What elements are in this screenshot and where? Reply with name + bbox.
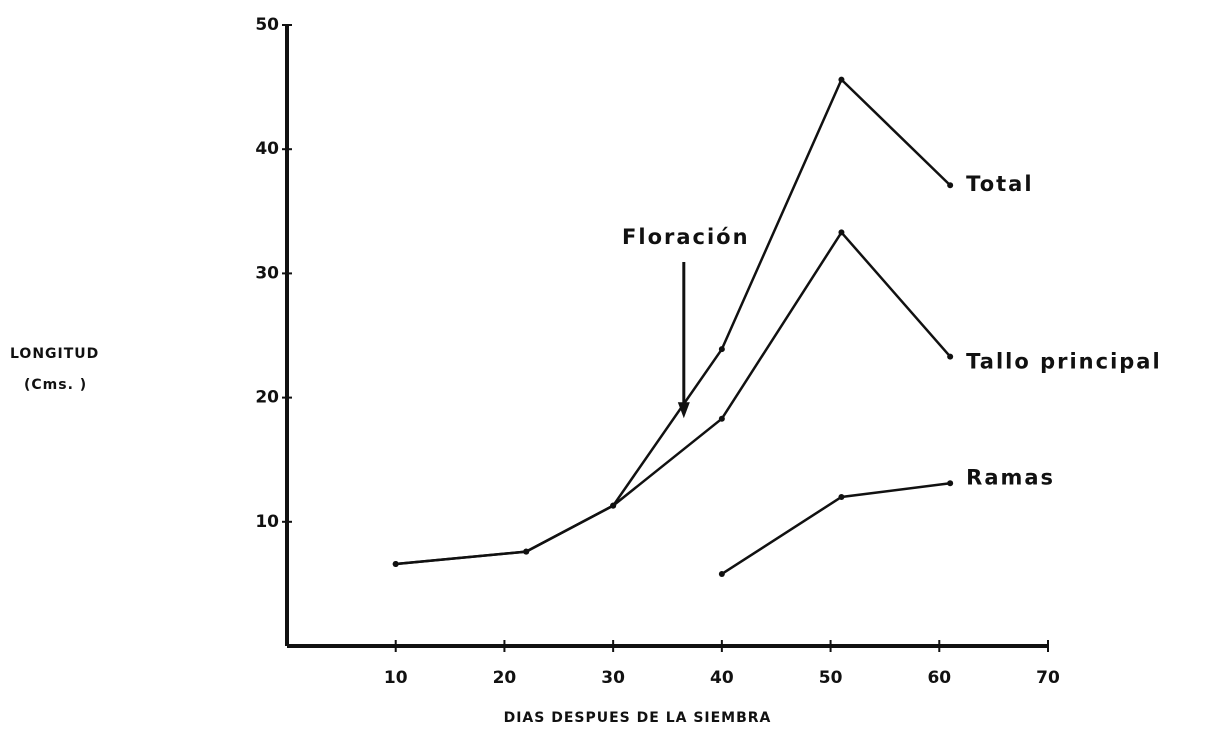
series-label: Ramas bbox=[966, 465, 1055, 489]
series-line bbox=[395, 230, 952, 566]
y-tick-label: 50 bbox=[255, 15, 279, 35]
y-tick-label: 30 bbox=[255, 263, 279, 283]
y-tick-label: 40 bbox=[255, 139, 279, 159]
series-label: Total bbox=[966, 172, 1033, 196]
x-tick-label: 40 bbox=[710, 668, 734, 688]
series-line bbox=[395, 77, 952, 566]
annotation-text: Floración bbox=[622, 225, 750, 249]
series-line bbox=[721, 482, 951, 576]
x-tick-label: 60 bbox=[927, 668, 951, 688]
annotation-arrowhead bbox=[677, 402, 690, 419]
x-tick-label: 20 bbox=[493, 668, 517, 688]
x-tick-label: 10 bbox=[384, 668, 408, 688]
y-tick-label: 10 bbox=[255, 512, 279, 532]
x-tick-label: 30 bbox=[601, 668, 625, 688]
y-tick-label: 20 bbox=[255, 388, 279, 408]
series-label: Tallo principal bbox=[966, 350, 1162, 374]
x-tick-label: 50 bbox=[819, 668, 843, 688]
x-axis-label: DIAS DESPUES DE LA SIEMBRA bbox=[504, 710, 772, 726]
y-axis-label: (Cms. ) bbox=[24, 377, 87, 393]
x-tick-label: 70 bbox=[1036, 668, 1060, 688]
y-axis-label: LONGITUD bbox=[10, 346, 99, 362]
